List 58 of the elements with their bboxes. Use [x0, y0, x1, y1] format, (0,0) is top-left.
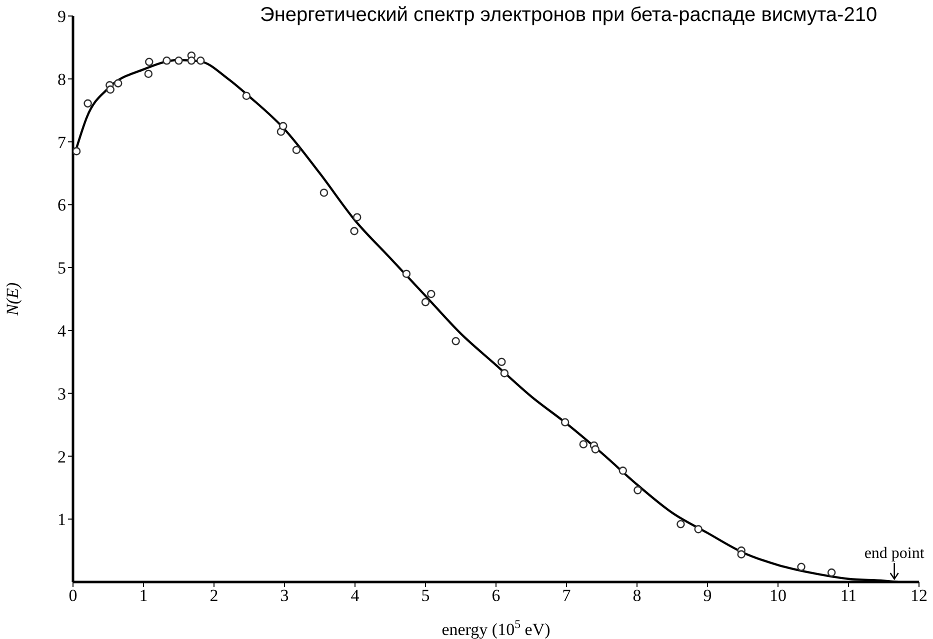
- point: [144, 58, 154, 66]
- point: [106, 85, 115, 94]
- point: [352, 213, 362, 222]
- point: [737, 550, 746, 558]
- point: [144, 70, 153, 78]
- point: [350, 226, 358, 236]
- point: [196, 56, 205, 65]
- point: [242, 92, 251, 100]
- y-tick-label: 9: [58, 7, 66, 26]
- y-tick-label: 5: [58, 258, 66, 278]
- x-tick-label: 12: [910, 586, 928, 606]
- y-tick-label: 4: [58, 321, 66, 340]
- point: [84, 99, 92, 108]
- y-tick-label: 6: [58, 196, 66, 215]
- y-tick-label: 3: [58, 384, 66, 404]
- point: [579, 440, 588, 448]
- chart-title: Энергетический спектр электронов при бета-распаде висмута-210: [260, 4, 878, 27]
- point: [292, 146, 301, 154]
- point: [187, 56, 196, 65]
- x-tick-label: 9: [703, 586, 712, 606]
- y-tick-label: 1: [58, 510, 66, 530]
- point: [591, 445, 600, 454]
- x-tick-label: 6: [492, 586, 500, 606]
- annotation: end point: [864, 545, 925, 562]
- point: [73, 147, 81, 156]
- point: [162, 56, 171, 65]
- point: [560, 418, 570, 426]
- y-tick-label: 2: [58, 447, 66, 466]
- x-tick-label: 7: [562, 586, 572, 606]
- x-tick-label: 5: [421, 586, 430, 606]
- point: [634, 486, 642, 494]
- x-tick-label: 1: [139, 586, 148, 606]
- point: [497, 358, 506, 366]
- x-tick-label: 4: [350, 586, 360, 606]
- x-tick-label: 2: [210, 586, 218, 606]
- x-tick-label: 11: [840, 586, 857, 606]
- x-axis-title: energy (10$^{5}$ eV): [442, 617, 550, 639]
- point: [500, 369, 509, 378]
- point: [676, 520, 685, 528]
- point: [618, 466, 628, 475]
- y-tick-label: 8: [58, 70, 66, 89]
- point: [402, 270, 411, 278]
- y-tick-label: 7: [58, 132, 66, 152]
- point: [426, 290, 436, 298]
- x-tick-label: 8: [632, 586, 642, 606]
- point: [452, 336, 460, 346]
- point: [114, 79, 122, 88]
- x-tick-label: 3: [280, 586, 289, 606]
- x-tick-label: 0: [68, 586, 78, 606]
- point: [797, 562, 806, 572]
- point: [174, 56, 183, 65]
- point: [421, 298, 430, 306]
- point: [278, 122, 288, 130]
- point: [827, 568, 836, 577]
- point: [694, 525, 702, 534]
- x-tick-label: 10: [770, 586, 786, 606]
- y-axis-title: N(E): [3, 282, 22, 317]
- point: [320, 188, 328, 197]
